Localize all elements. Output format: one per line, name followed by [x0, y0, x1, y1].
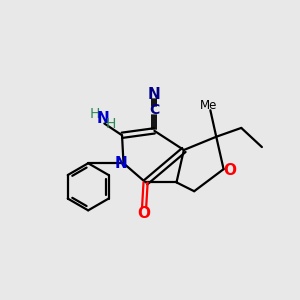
Text: O: O: [138, 206, 151, 221]
Text: N: N: [115, 156, 128, 171]
Text: N: N: [97, 111, 109, 126]
Text: O: O: [224, 163, 237, 178]
Text: Me: Me: [200, 99, 218, 112]
Text: C: C: [149, 103, 160, 117]
Text: H: H: [89, 107, 100, 121]
Text: H: H: [106, 117, 116, 131]
Text: N: N: [148, 87, 161, 102]
